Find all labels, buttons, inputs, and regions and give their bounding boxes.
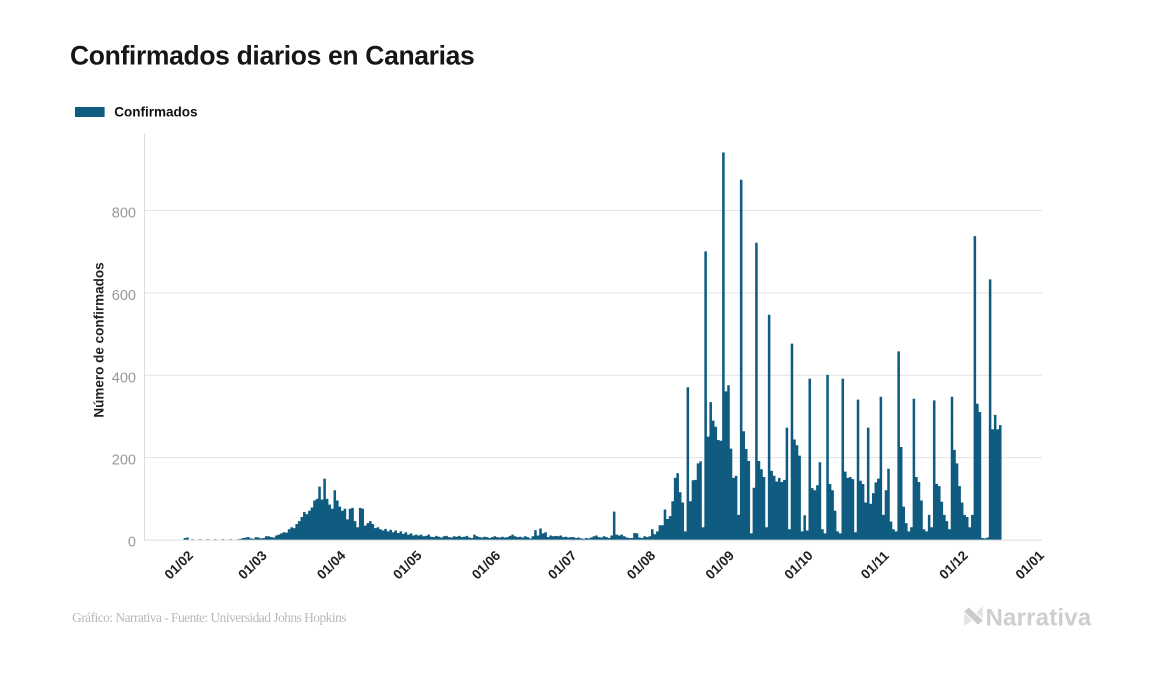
svg-text:200: 200 [112, 453, 136, 469]
svg-text:Narrativa: Narrativa [986, 605, 1092, 632]
svg-text:Confirmados diarios en Canaria: Confirmados diarios en Canarias [70, 41, 474, 71]
svg-text:800: 800 [112, 206, 136, 222]
svg-text:Gráfico: Narrativa - Fuente: U: Gráfico: Narrativa - Fuente: Universidad… [72, 610, 346, 625]
svg-text:Confirmados: Confirmados [114, 104, 197, 119]
svg-text:600: 600 [112, 288, 136, 304]
svg-text:0: 0 [128, 535, 136, 551]
svg-text:Número de confirmados: Número de confirmados [92, 262, 107, 417]
svg-text:400: 400 [112, 370, 136, 386]
